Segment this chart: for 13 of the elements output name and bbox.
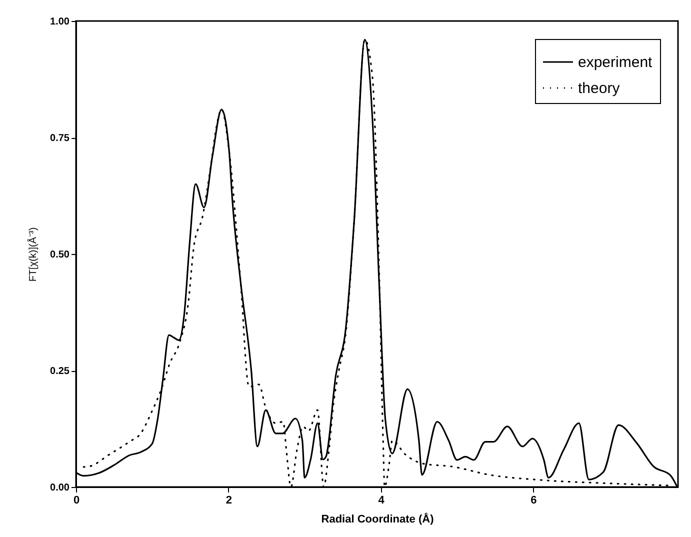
x-axis-title: Radial Coordinate (Å) bbox=[321, 512, 434, 526]
x-tick-label: 0 bbox=[73, 494, 80, 506]
legend-label: theory bbox=[578, 80, 620, 97]
y-tick-label: 0.75 bbox=[50, 133, 70, 144]
x-tick-label: 2 bbox=[226, 494, 232, 506]
y-tick-label: 1.00 bbox=[50, 16, 70, 28]
x-tick-label: 6 bbox=[530, 494, 537, 506]
x-tick-label: 4 bbox=[378, 494, 386, 506]
y-axis-title: FT[χ(k)](Å⁻³) bbox=[27, 227, 40, 282]
y-tick-label: 0.00 bbox=[50, 482, 70, 494]
legend-label: experiment bbox=[578, 54, 654, 71]
y-tick-label: 0.50 bbox=[50, 250, 70, 260]
y-tick-label: 0.25 bbox=[50, 366, 70, 377]
